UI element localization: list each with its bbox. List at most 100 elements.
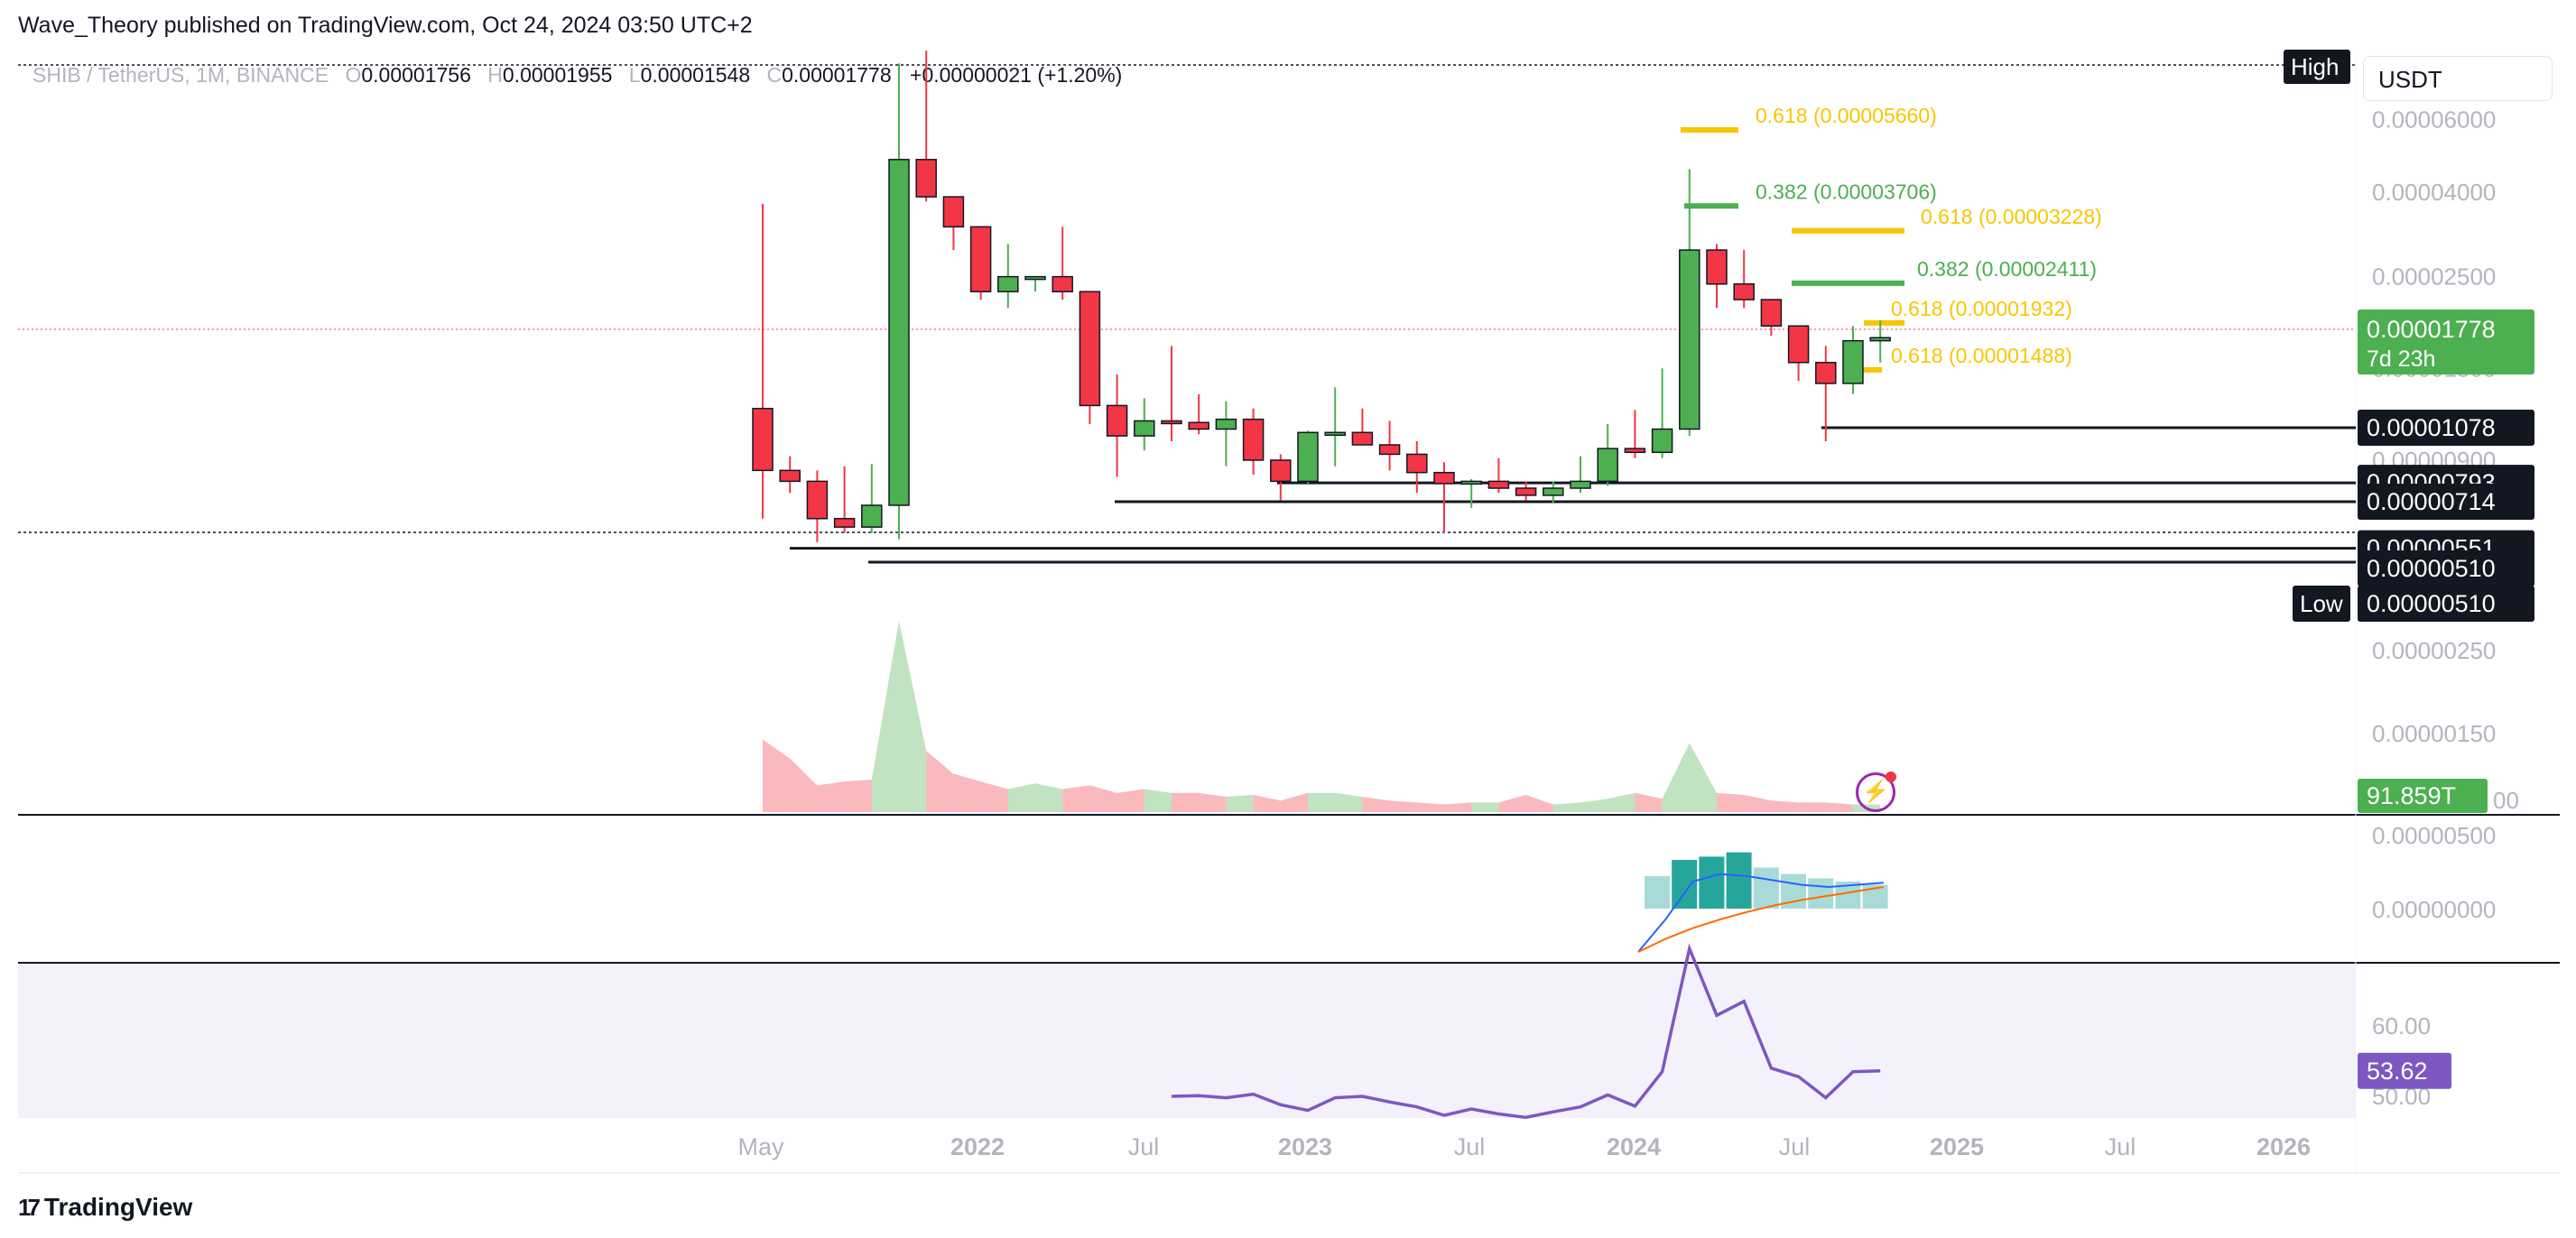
volume-tick-label: 00: [2493, 787, 2519, 814]
volume-area-segment: [1525, 794, 1553, 812]
close-label: C: [766, 63, 783, 87]
boost-icon[interactable]: ⚡: [1856, 771, 1896, 812]
price-label: 0.00000510: [2367, 555, 2496, 582]
volume-area-segment: [1362, 797, 1390, 812]
candle-body: [1543, 487, 1564, 496]
volume-area-segment: [1798, 802, 1826, 812]
price-label: 0.00000714: [2367, 488, 2496, 515]
candle-body: [1052, 275, 1073, 292]
volume-area-segment: [1444, 802, 1472, 812]
volume-area-segment: [1144, 789, 1172, 812]
low-tag: Low: [2300, 590, 2343, 617]
tradingview-logo-icon: 17: [18, 1193, 41, 1221]
candle-body: [915, 159, 937, 198]
candle-body: [1242, 418, 1265, 461]
candle-body: [1570, 480, 1591, 489]
high-label: H: [487, 63, 503, 87]
volume-area-segment: [1580, 799, 1608, 812]
volume-area-segment: [1226, 794, 1254, 812]
time-tick-label: May: [737, 1133, 784, 1160]
macd-tick-label: 0.00000500: [2372, 822, 2496, 849]
candle-body: [1106, 404, 1128, 437]
volume-area-segment: [1089, 785, 1117, 812]
fib-level-label: 0.382 (0.00002411): [1917, 257, 2097, 281]
candle-body: [1487, 480, 1510, 489]
volume-area-segment: [871, 621, 899, 812]
volume-area-segment: [1253, 794, 1281, 812]
low-label: L: [628, 63, 641, 87]
candle-body: [1324, 431, 1346, 437]
change-value: +0.00000021 (+1.20%): [910, 63, 1123, 87]
close-value: 0.00001778: [782, 63, 892, 87]
volume-area-segment: [1552, 802, 1580, 812]
last-price-box: [2358, 310, 2534, 374]
footer-brand-name: TradingView: [43, 1193, 193, 1221]
fib-level-label: 0.618 (0.00001932): [1891, 297, 2072, 320]
candle-body: [1079, 291, 1101, 407]
symbol-label[interactable]: SHIB / TetherUS, 1M, BINANCE: [32, 63, 329, 87]
candle-body: [1869, 337, 1891, 342]
publisher-line: Wave_Theory published on TradingView.com…: [18, 13, 753, 38]
volume-area-segment: [1280, 792, 1308, 812]
candle-body: [1815, 362, 1837, 384]
candle-body: [1188, 421, 1209, 430]
macd-signal-line: [1637, 886, 1884, 953]
price-label-box: [2358, 410, 2534, 447]
volume-area-segment: [1035, 783, 1063, 812]
candle-body: [1270, 459, 1292, 483]
candle-body: [1378, 444, 1401, 456]
rsi-line: [1171, 943, 1881, 1120]
volume-area-segment: [1389, 800, 1417, 812]
candle-body: [1351, 431, 1374, 446]
volume-value-box: [2358, 779, 2488, 813]
candle-body: [861, 504, 883, 528]
volume-area-segment: [926, 751, 954, 812]
ohlc-legend: SHIB / TetherUS, 1M, BINANCE O0.00001756…: [32, 63, 1122, 88]
currency-button[interactable]: USDT: [2363, 56, 2553, 101]
price-tick-label: 0.00002500: [2372, 263, 2496, 291]
price-label-box: [2358, 484, 2534, 521]
high-tag-box: [2284, 50, 2350, 84]
time-tick-label: 2026: [2256, 1133, 2311, 1160]
volume-area-segment: [1771, 800, 1799, 812]
footer-branding[interactable]: 17 TradingView: [18, 1193, 192, 1222]
price-tick-label: 0.00006000: [2372, 106, 2496, 133]
volume-area-segment: [1608, 792, 1635, 812]
volume-area-segment: [1199, 792, 1227, 812]
volume-area-segment: [1416, 802, 1444, 812]
price-label: 0.00000510: [2367, 590, 2496, 617]
volume-area-segment: [763, 739, 791, 812]
fib-level-label: 0.618 (0.00001488): [1891, 344, 2072, 367]
volume-area-segment: [844, 779, 872, 812]
candle-body: [942, 196, 965, 228]
volume-area-segment: [1172, 792, 1200, 812]
volume-area-segment: [1825, 802, 1853, 812]
countdown-label: 7d 23h: [2367, 346, 2435, 372]
time-tick-label: 2022: [950, 1133, 1005, 1160]
volume-area-segment: [1635, 792, 1663, 812]
price-label-box: [2358, 550, 2534, 587]
open-value: 0.00001756: [361, 63, 471, 87]
candle-body: [1297, 431, 1319, 483]
volume-area-segment: [817, 781, 845, 812]
volume-area-segment: [899, 621, 927, 812]
candle-body: [1024, 275, 1046, 281]
macd-tick-label: 0.00000000: [2372, 896, 2496, 923]
macd-histogram-bar: [1726, 852, 1752, 909]
time-tick-label: 2024: [1607, 1133, 1661, 1160]
candle-body: [997, 275, 1019, 292]
candle-body: [1215, 418, 1237, 430]
price-label: 0.00001078: [2367, 414, 2496, 441]
price-tick-label: 0.00004000: [2372, 179, 2496, 206]
volume-area-segment: [1662, 743, 1690, 812]
candle-body: [752, 407, 774, 472]
volume-area-segment: [790, 758, 818, 812]
low-tag-box: [2293, 586, 2350, 622]
open-label: O: [345, 63, 362, 87]
volume-area-segment: [1471, 802, 1499, 812]
candle-body: [1842, 339, 1864, 384]
volume-area-segment: [980, 781, 1008, 812]
time-tick-label: 2025: [1930, 1133, 1984, 1160]
macd-histogram-bar: [1672, 860, 1698, 909]
